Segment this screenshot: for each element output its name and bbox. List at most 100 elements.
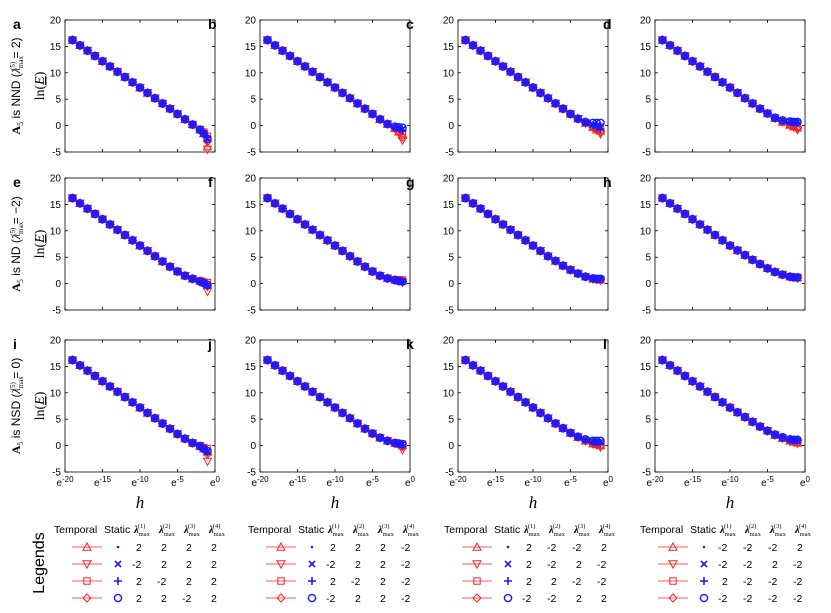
data-point-shape: [128, 78, 137, 87]
data-point: [83, 46, 92, 55]
data-point: [718, 78, 727, 87]
data-point: [188, 120, 197, 129]
data-point-shape: [376, 115, 384, 124]
data-point: [536, 246, 545, 255]
legend-value: 2: [797, 542, 803, 554]
data-point: [90, 209, 100, 219]
data-point: [180, 114, 190, 124]
series-line: [662, 197, 798, 279]
data-point-shape: [476, 46, 485, 55]
data-point: [770, 113, 780, 123]
data-point-shape: [718, 236, 727, 245]
data-point: [271, 41, 279, 50]
data-point: [368, 109, 377, 119]
data-point: [543, 251, 553, 261]
data-point-shape: [136, 83, 144, 92]
legend-value: 2: [211, 593, 217, 605]
data-point: [726, 83, 734, 92]
data-point-shape: [566, 265, 575, 274]
data-point: [551, 256, 560, 266]
legend-lambda-header: λmax(3): [377, 523, 395, 538]
legends-title: Legends: [31, 532, 48, 593]
legend-temporal-marker: [472, 560, 482, 570]
data-point: [331, 241, 339, 250]
legend-static-marker-shape: [506, 545, 510, 549]
data-point-shape: [323, 236, 332, 245]
panel-letter: b: [208, 16, 217, 32]
series-diamond-temporal: [460, 193, 606, 285]
data-point: [469, 199, 477, 208]
data-point-shape: [300, 62, 310, 71]
data-point-shape: [293, 215, 302, 224]
data-point-shape: [755, 259, 765, 269]
series-plus-static: [461, 194, 605, 283]
y-tick-label: -5: [52, 468, 61, 479]
y-tick-label: 0: [448, 441, 454, 452]
data-point: [90, 51, 100, 61]
data-point: [461, 194, 470, 203]
data-point-shape: [559, 104, 567, 113]
data-point: [521, 78, 530, 87]
y-tick-label: 20: [245, 174, 257, 185]
data-point-shape: [120, 230, 130, 240]
data-point: [499, 220, 507, 229]
data-point: [529, 83, 537, 92]
data-point: [278, 204, 287, 213]
data-point: [696, 220, 704, 229]
data-point: [323, 78, 332, 87]
data-point: [595, 127, 606, 137]
data-point: [491, 215, 500, 224]
data-point: [733, 246, 742, 255]
panel-letter: k: [406, 336, 414, 352]
data-point-shape: [528, 83, 538, 92]
panel-e: 20 15 10 5 0 -5 e: [13, 174, 216, 317]
data-point-shape: [513, 230, 523, 240]
legend-lambda-header: λmax(2): [352, 523, 370, 538]
data-point: [353, 99, 362, 108]
panel-letter: g: [406, 174, 415, 190]
data-point: [506, 67, 515, 76]
data-point: [688, 215, 697, 224]
legend-value: 2: [576, 559, 582, 571]
y-tick-label: 20: [443, 174, 455, 185]
data-point-shape: [166, 104, 174, 113]
data-point-shape: [361, 104, 369, 113]
data-point: [726, 241, 734, 250]
data-point: [718, 236, 727, 245]
legend-value: 2: [380, 559, 386, 571]
data-point-shape: [143, 408, 152, 417]
data-point: [315, 72, 325, 82]
data-point: [338, 246, 347, 255]
legend-value: -2: [572, 576, 581, 588]
data-point-shape: [658, 193, 667, 203]
data-point-shape: [778, 270, 787, 279]
series-plus-static: [263, 36, 407, 135]
series-dot-static: [661, 358, 799, 442]
legend-static-marker: [113, 593, 123, 603]
legend-col-temporal: Temporal: [444, 524, 487, 536]
data-point-shape: [748, 255, 757, 264]
data-point: [136, 83, 144, 92]
data-point: [158, 99, 167, 108]
legend-row: 2 2 2 2: [72, 541, 217, 554]
data-point: [271, 199, 279, 208]
data-point-shape: [681, 209, 689, 218]
x-tick-label: e-5: [564, 475, 577, 489]
data-point-shape: [316, 231, 324, 240]
legend-table-2: Temporal Static λmax(1) λmax(2) λmax(3) λmax(…: [248, 523, 420, 605]
data-point: [476, 204, 485, 213]
series-circle-static: [461, 193, 605, 284]
data-point: [711, 73, 719, 82]
data-point: [68, 356, 77, 365]
data-point-shape: [121, 73, 129, 82]
y-tick-label: 10: [640, 226, 652, 237]
legend-static-marker: [114, 577, 122, 585]
y-tick-label: 5: [645, 253, 651, 264]
legend-row: 2 -2 2 -2: [266, 576, 410, 588]
panel-g: 20 15 10 5 0 -5 g: [406, 174, 609, 317]
legend-value: 2: [211, 559, 217, 571]
y-tick-label: 20: [640, 16, 652, 27]
data-point: [173, 429, 182, 438]
legend-value: -2: [743, 542, 752, 554]
data-point: [151, 414, 159, 423]
